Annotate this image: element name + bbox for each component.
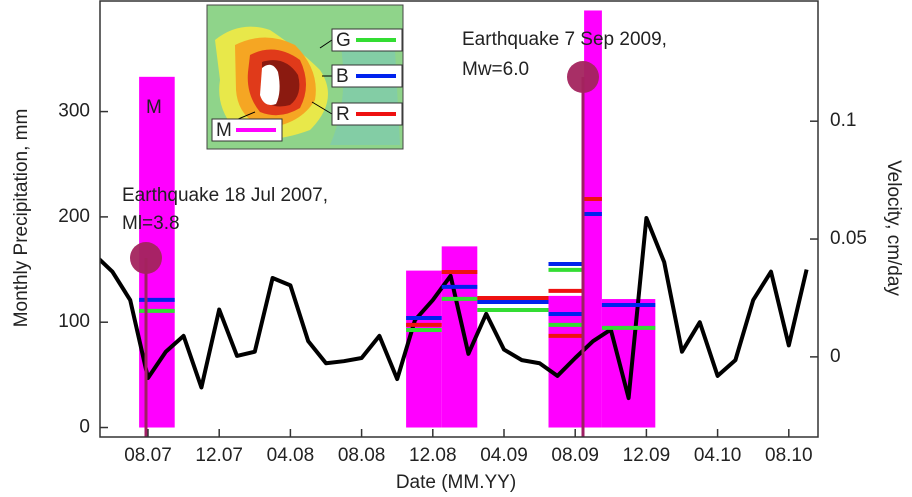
annotation: Ml=3.8 [122,213,180,234]
legend-label: M [216,120,232,141]
y2-tick-label: 0.1 [830,110,856,131]
inset-crater [260,65,280,105]
annotation: M [146,97,162,118]
y2-tick-label: 0.05 [830,228,867,249]
y2-axis-label: Velocity, cm/day [883,160,904,296]
chart: GBR M Date (MM.YY) Monthly Precipitation,… [0,0,912,497]
x-tick-label: 12.09 [623,445,671,466]
x-tick-label: 04.10 [694,445,742,466]
x-tick-label: 08.10 [765,445,813,466]
y-tick-label: 200 [58,206,90,227]
x-tick-label: 12.07 [195,445,243,466]
x-tick-label: 08.07 [124,445,172,466]
plot-area [95,10,807,437]
x-tick-label: 04.08 [267,445,315,466]
legend-label: B [336,66,349,87]
x-tick-label: 08.09 [551,445,599,466]
earthquake-marker [567,61,599,93]
y-tick-label: 100 [58,311,90,332]
bar [602,299,655,427]
page: {"chart_data": { "type": "line", "x_labe… [0,0,912,497]
y-axis-label: Monthly Precipitation, mm [11,109,32,328]
earthquake-marker [130,242,162,274]
y-tick-label: 0 [79,417,90,438]
x-axis-label: Date (MM.YY) [396,472,516,493]
x-tick-label: 12.08 [409,445,457,466]
y-tick-label: 300 [58,101,90,122]
x-tick-label: 08.08 [338,445,386,466]
y2-tick-label: 0 [830,346,841,367]
legend-label: G [336,30,351,51]
annotation: Earthquake 18 Jul 2007, [122,185,328,206]
annotation: Earthquake 7 Sep 2009, [462,29,667,50]
x-tick-label: 04.09 [480,445,528,466]
annotation: Mw=6.0 [462,59,529,80]
legend-label: R [336,104,350,125]
